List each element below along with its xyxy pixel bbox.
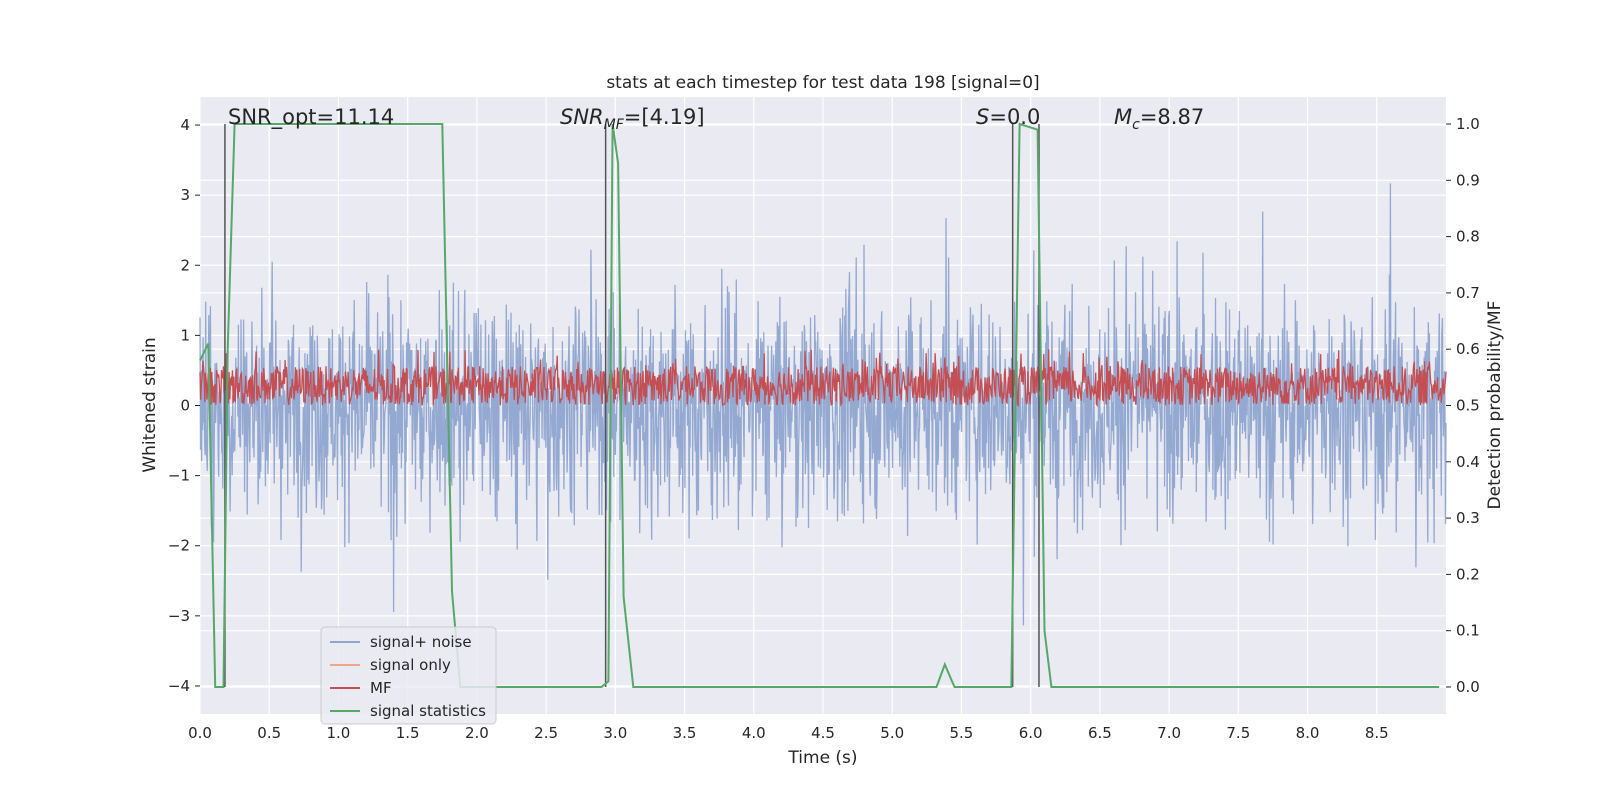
y-tick-label: −4: [168, 677, 190, 695]
x-tick-label: 1.0: [327, 724, 351, 742]
x-tick-label: 6.5: [1088, 724, 1112, 742]
x-tick-label: 5.0: [880, 724, 904, 742]
annotation-snr-opt: SNR_opt=11.14: [228, 105, 394, 130]
y2-tick-label: 0.9: [1456, 171, 1480, 189]
x-tick-label: 4.0: [742, 724, 766, 742]
x-tick-label: 3.5: [673, 724, 697, 742]
x-tick-label: 7.5: [1226, 724, 1250, 742]
x-tick-label: 4.5: [811, 724, 835, 742]
x-tick-label: 0.5: [257, 724, 281, 742]
y-tick-label: 2: [180, 256, 190, 274]
y-tick-label: −3: [168, 607, 190, 625]
legend-label-1: signal only: [370, 656, 451, 674]
x-tick-label: 7.0: [1157, 724, 1181, 742]
y2-tick-label: 1.0: [1456, 115, 1480, 133]
annotation-mc: Mc=8.87: [1114, 105, 1204, 133]
x-tick-label: 1.5: [396, 724, 420, 742]
y-tick-label: −1: [168, 467, 190, 485]
x-tick-label: 6.0: [1019, 724, 1043, 742]
annotation-snr-mf: SNRMF=[4.19]: [560, 105, 705, 133]
legend-label-2: MF: [370, 679, 392, 697]
axes: 0.0 0.5 1.0 1.5 2.0 2.5 3.0 3.5 4.0 4.5 5.0 5.5 6.0 6…: [168, 115, 1480, 742]
series-signal-statistics: [199, 122, 1440, 688]
series-layer: [199, 122, 1447, 688]
y-axis-label: Whitened strain: [140, 337, 160, 472]
y2-tick-label: 0.5: [1456, 397, 1480, 415]
legend-label-3: signal statistics: [370, 702, 486, 720]
y2-tick-label: 0.4: [1456, 453, 1480, 471]
y2-axis-label: Detection probability/MF: [1485, 301, 1505, 510]
legend-box: [320, 626, 497, 725]
x-tick-label: 0.0: [188, 724, 212, 742]
x-tick-label: 2.5: [534, 724, 558, 742]
x-tick-label: 8.5: [1365, 724, 1389, 742]
y2-tick-label: 0.1: [1456, 622, 1480, 640]
x-tick-label: 8.0: [1296, 724, 1320, 742]
chart-title: stats at each timestep for test data 198…: [606, 73, 1039, 93]
x-tick-label: 5.5: [950, 724, 974, 742]
annotation-s: S=0.0: [976, 105, 1040, 129]
y2-tick-label: 0.3: [1456, 509, 1480, 527]
legend-label-0: signal+ noise: [370, 633, 472, 651]
legend: signal+ noise signal only MF signal statist…: [320, 626, 497, 725]
series-mf: [199, 349, 1447, 408]
y2-tick-label: 0.6: [1456, 340, 1480, 358]
y2-tick-label: 0.8: [1456, 228, 1480, 246]
y-tick-label: 4: [180, 116, 190, 134]
x-axis-label: Time (s): [787, 748, 857, 768]
y-tick-label: 1: [180, 326, 190, 344]
y-tick-label: 3: [180, 186, 190, 204]
y2-tick-label: 0.7: [1456, 284, 1480, 302]
y-tick-label: 0: [180, 397, 190, 415]
x-tick-label: 2.0: [465, 724, 489, 742]
y2-tick-label: 0.0: [1456, 678, 1480, 696]
y2-tick-label: 0.2: [1456, 565, 1480, 583]
x-tick-label: 3.0: [603, 724, 627, 742]
y-tick-label: −2: [168, 537, 190, 555]
